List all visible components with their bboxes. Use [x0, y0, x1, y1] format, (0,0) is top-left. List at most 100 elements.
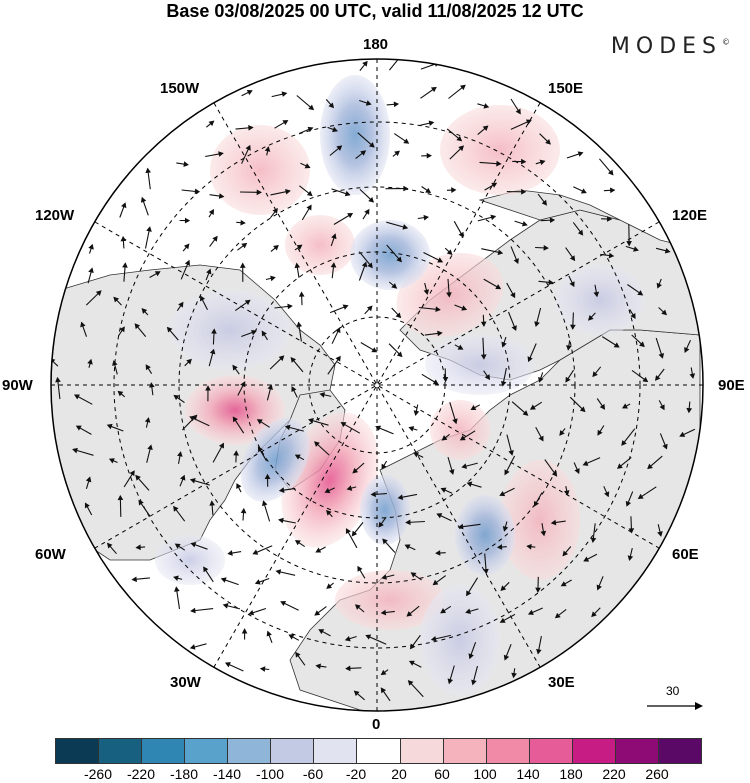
wind-vector-head [296, 244, 303, 250]
wind-vector-head [437, 330, 443, 337]
wind-vector-head [296, 321, 302, 328]
wind-vector-head [656, 282, 662, 289]
wind-vector-head [208, 209, 214, 215]
wind-vector-head [559, 429, 565, 436]
wind-vector-head [241, 242, 248, 249]
wind-vector-head [280, 601, 287, 607]
wind-vector-head [344, 190, 351, 197]
wind-vector-head [689, 373, 696, 379]
wind-vector-head [145, 364, 151, 371]
colorbar-tick-label: 180 [559, 766, 583, 782]
wind-vector-head [106, 423, 113, 430]
wind-vector-head [224, 662, 231, 668]
wind-vector-head [135, 474, 141, 481]
wind-vector-head [244, 299, 251, 306]
wind-vector-head [290, 357, 297, 363]
wind-vector-head [184, 217, 191, 224]
wind-vector-head [189, 478, 196, 484]
wind-vector-head [471, 679, 477, 686]
wind-vector-head [257, 446, 264, 453]
colorbar-segment [357, 739, 401, 763]
negative-anomaly [420, 585, 500, 695]
wind-vector-head [120, 235, 127, 242]
colorbar-tick-label: 220 [602, 766, 626, 782]
wind-vector-head [613, 342, 620, 348]
wind-vector-head [284, 424, 291, 431]
wind-vector-head [368, 142, 375, 148]
wind-vector-head [352, 467, 359, 474]
wind-vector-head [380, 609, 387, 616]
wind-vector-head [627, 555, 634, 562]
wind-vector-head [209, 348, 216, 355]
wind-vector-head [189, 644, 196, 650]
wind-vector-head [346, 485, 353, 491]
wind-vector-head [639, 341, 645, 348]
wind-vector-head [189, 415, 196, 422]
wind-vector-head [610, 187, 616, 194]
wind-vector-head [483, 568, 489, 575]
wind-vector-head [378, 521, 384, 528]
wind-vector-head [278, 487, 285, 493]
wind-vector-head [121, 202, 127, 209]
wind-vector-head [122, 262, 128, 268]
wind-vector-head [353, 690, 360, 697]
colorbar-segment [142, 739, 186, 763]
wind-vector-head [367, 262, 373, 269]
wind-vector-head [361, 261, 368, 268]
map-disk [51, 59, 703, 711]
wind-vector-head [278, 355, 285, 362]
wind-vector-head [106, 542, 113, 549]
lon-label-150e: 150E [548, 80, 584, 97]
wind-vector-head [449, 469, 455, 475]
wind-vector-head [503, 654, 510, 661]
wind-vector-head [308, 104, 315, 111]
wind-vector-head [245, 144, 251, 151]
map-title: Base 03/08/2025 00 UTC, valid 11/08/2025… [166, 1, 584, 21]
wind-vector-head [607, 169, 614, 176]
wind-vector-head [483, 103, 490, 109]
wind-vector-head [529, 404, 536, 410]
wind-vector-head [617, 463, 623, 469]
wind-vector-head [135, 544, 141, 551]
wind-vector-head [394, 150, 400, 157]
wind-vector-head [583, 556, 590, 562]
wind-vector-head [177, 451, 183, 457]
wind-vector-head [407, 680, 414, 686]
wind-vector-head [430, 635, 437, 642]
wind-vector-head [208, 120, 215, 127]
wind-vector-head [287, 303, 293, 310]
wind-vector-head [294, 454, 301, 460]
wind-vector-head [658, 352, 665, 359]
wind-vector-head [324, 487, 331, 494]
wind-vector-head [112, 360, 118, 366]
wind-vector-head [626, 241, 632, 247]
wind-vector-head [593, 291, 600, 298]
wind-vector-head [342, 304, 349, 310]
wind-vector-head [446, 292, 452, 298]
wind-vector-head [326, 509, 332, 516]
wind-vector-head [205, 385, 211, 391]
wind-vector-head [396, 351, 403, 358]
positive-anomaly [285, 215, 355, 275]
wind-vector-head [457, 344, 464, 350]
wind-vector-head [232, 364, 238, 371]
wind-vector-head [278, 517, 284, 524]
wind-vector-head [526, 543, 532, 550]
wind-vector-head [227, 550, 233, 556]
map-border [50, 58, 704, 712]
wind-vector-head [288, 634, 295, 640]
colorbar-tick-label: -100 [255, 766, 285, 782]
wind-vector-head [281, 91, 288, 97]
colorbar-segment [228, 739, 272, 763]
colorbar-segment [529, 739, 573, 763]
wind-vector-head [404, 544, 411, 550]
colorbar-tick-label: -20 [345, 766, 367, 782]
wind-vector-head [536, 648, 542, 655]
colorbar-segment [572, 739, 616, 763]
wind-vector-head [577, 151, 584, 157]
wind-vector-head [315, 663, 321, 670]
wind-vector-head [239, 262, 246, 268]
wind-vector-head [240, 381, 246, 388]
wind-vector-head [184, 259, 191, 266]
wind-vector-head [661, 309, 668, 316]
